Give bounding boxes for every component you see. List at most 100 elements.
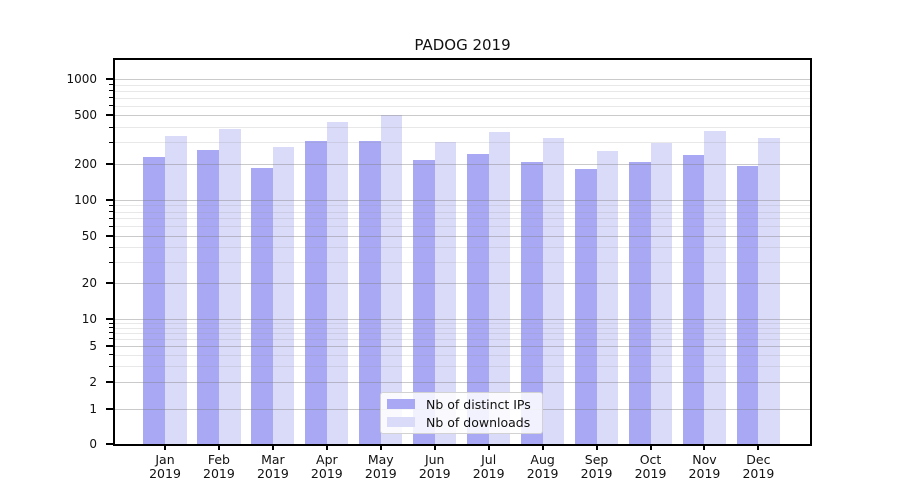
- x-tick-label-may: May 2019: [354, 453, 408, 481]
- bar-distinct-ips-aug: [521, 162, 543, 444]
- x-label-year: 2019: [580, 466, 613, 481]
- legend-swatch-downloads: [387, 417, 415, 427]
- bar-distinct-ips-sep: [574, 168, 597, 444]
- x-tick-label-mar: Mar 2019: [246, 453, 300, 481]
- bar-downloads-dec: [758, 137, 780, 444]
- y-minortick-800: [109, 90, 113, 92]
- bar-distinct-ips-may: [359, 140, 381, 444]
- x-tick-oct: [649, 446, 652, 450]
- y-tick-label-500: 500: [74, 108, 97, 123]
- x-tick-label-dec: Dec 2019: [731, 453, 785, 481]
- y-tick-100: [106, 199, 113, 201]
- x-tick-jul: [487, 446, 490, 450]
- x-tick-label-oct: Oct 2019: [624, 453, 678, 481]
- bar-downloads-nov: [704, 131, 727, 444]
- x-tick-jun: [433, 446, 436, 450]
- x-tick-jan: [164, 446, 166, 450]
- bar-downloads-jun: [434, 142, 457, 444]
- x-label-year: 2019: [634, 466, 667, 481]
- y-minortick-6: [109, 338, 113, 340]
- legend-swatch-distinct-ips: [387, 399, 415, 409]
- y-minortick-700: [109, 97, 113, 99]
- y-minortick-80: [109, 211, 113, 213]
- bars-layer: [115, 60, 810, 444]
- legend-label-distinct-ips: Nb of distinct IPs: [426, 396, 531, 412]
- y-tick-500: [106, 114, 113, 117]
- y-minortick-40: [109, 246, 113, 248]
- x-label-year: 2019: [256, 466, 289, 481]
- x-tick-nov: [703, 446, 706, 450]
- x-label-month: Sep: [584, 452, 609, 467]
- x-tick-label-sep: Sep 2019: [570, 453, 624, 481]
- x-label-month: Aug: [530, 452, 555, 467]
- y-minortick-600: [109, 105, 113, 107]
- x-tick-label-apr: Apr 2019: [300, 453, 354, 481]
- x-label-month: Oct: [639, 452, 662, 467]
- bar-distinct-ips-mar: [251, 167, 273, 444]
- x-label-year: 2019: [418, 466, 451, 481]
- y-tick-label-0: 0: [89, 437, 97, 451]
- y-minortick-7: [109, 332, 113, 334]
- x-label-month: Jun: [424, 452, 445, 467]
- y-minortick-3: [109, 365, 113, 367]
- x-label-year: 2019: [310, 466, 343, 481]
- x-tick-label-jun: Jun 2019: [408, 453, 462, 481]
- bar-distinct-ips-jun: [413, 159, 435, 444]
- bar-downloads-sep: [596, 151, 619, 444]
- y-tick-label-5: 5: [89, 339, 97, 354]
- bar-downloads-apr: [326, 121, 349, 444]
- y-minortick-4: [109, 354, 113, 356]
- y-tick-label-1000: 1000: [66, 72, 97, 86]
- bar-downloads-mar: [272, 147, 295, 444]
- bar-distinct-ips-feb: [197, 150, 219, 444]
- legend-item-downloads: Nb of downloads: [387, 415, 542, 430]
- y-minortick-8: [109, 327, 113, 329]
- legend-item-distinct-ips: Nb of distinct IPs: [387, 397, 542, 412]
- y-tick-label-100: 100: [74, 193, 97, 207]
- x-label-year: 2019: [149, 466, 181, 481]
- x-label-year: 2019: [742, 466, 775, 481]
- y-tick-label-10: 10: [81, 312, 97, 326]
- x-label-year: 2019: [688, 466, 721, 481]
- legend-label-downloads: Nb of downloads: [426, 414, 531, 430]
- y-tick-200: [106, 162, 113, 165]
- y-minortick-300: [109, 141, 113, 143]
- y-tick-label-50: 50: [81, 228, 97, 243]
- x-label-month: Dec: [746, 452, 771, 467]
- bar-downloads-oct: [650, 142, 673, 444]
- x-tick-label-nov: Nov 2019: [677, 453, 731, 481]
- x-label-month: Jul: [481, 452, 497, 467]
- bar-distinct-ips-dec: [736, 165, 759, 444]
- bar-distinct-ips-jan: [143, 156, 165, 444]
- x-tick-aug: [541, 446, 544, 450]
- y-tick-1000: [106, 78, 113, 80]
- bar-distinct-ips-oct: [628, 162, 651, 444]
- y-tick-5: [106, 345, 113, 348]
- y-tick-label-200: 200: [74, 156, 97, 171]
- plot-area: [113, 58, 812, 446]
- x-tick-label-jul: Jul 2019: [462, 453, 516, 481]
- x-label-year: 2019: [364, 466, 397, 481]
- y-tick-1: [106, 408, 113, 410]
- bar-distinct-ips-jul: [467, 153, 489, 444]
- y-minortick-70: [109, 217, 113, 219]
- bar-downloads-jan: [165, 136, 187, 444]
- y-minortick-400: [109, 126, 113, 128]
- x-label-year: 2019: [526, 466, 559, 481]
- x-tick-sep: [595, 446, 598, 450]
- y-tick-0: [106, 443, 113, 445]
- y-minortick-900: [109, 84, 113, 86]
- y-minortick-90: [109, 204, 113, 206]
- y-tick-label-2: 2: [89, 374, 97, 389]
- chart-title: PADOG 2019: [414, 36, 511, 54]
- x-tick-label-jan: Jan 2019: [138, 453, 192, 481]
- x-tick-label-feb: Feb 2019: [192, 453, 246, 481]
- y-tick-2: [106, 380, 113, 383]
- y-minortick-60: [109, 225, 113, 227]
- y-minortick-30: [109, 261, 113, 263]
- x-label-month: Feb: [207, 452, 230, 467]
- x-label-month: Nov: [692, 452, 717, 467]
- y-tick-label-1: 1: [89, 402, 97, 416]
- bar-distinct-ips-nov: [682, 155, 705, 444]
